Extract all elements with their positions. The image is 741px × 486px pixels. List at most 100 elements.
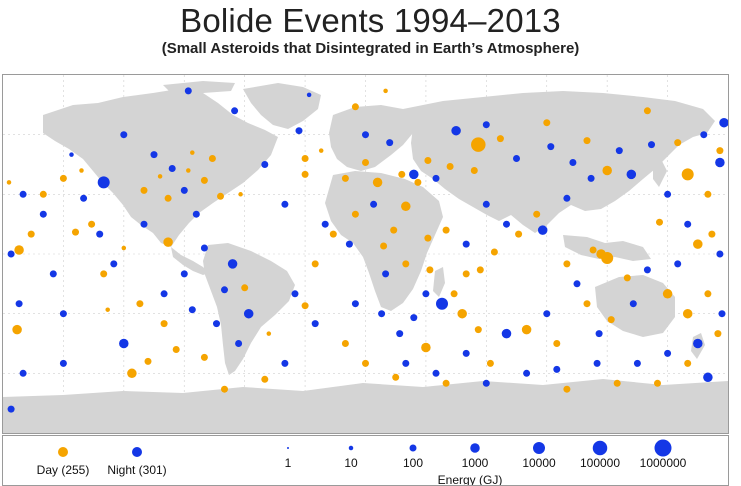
night-bolide-point (684, 220, 692, 228)
night-bolide-point (180, 186, 188, 194)
energy-size-marker (592, 440, 608, 456)
night-bolide-point (49, 270, 57, 278)
night-bolide-point (213, 320, 220, 328)
day-bolide-point (341, 340, 349, 347)
day-bolide-point (602, 165, 612, 176)
day-bolide-point (190, 150, 195, 155)
day-bolide-point (208, 155, 216, 162)
land-greenland (243, 83, 321, 129)
energy-size-legend: 1 10 100 1000 10000 100000 1000000 (285, 439, 687, 470)
day-bolide-point (362, 159, 369, 166)
land-madagascar (433, 267, 445, 297)
night-bolide-point (664, 349, 672, 357)
night-bolide-point (200, 244, 208, 252)
night-bolide-point (587, 174, 595, 182)
day-bolide-point (563, 385, 571, 393)
night-bolide-point (573, 280, 581, 288)
day-bolide-point (589, 246, 597, 254)
day-bolide-point (662, 289, 673, 299)
night-bolide-point (482, 379, 490, 387)
day-bolide-point (446, 163, 454, 170)
day-bolide-point (654, 379, 661, 387)
day-bolide-point (301, 155, 309, 162)
day-bolide-point (6, 180, 12, 185)
night-bolide-point (501, 328, 512, 339)
night-bolide-point (523, 369, 531, 377)
day-bolide-point (414, 178, 422, 186)
day-bolide-point (708, 230, 716, 238)
day-bolide-point (311, 260, 319, 268)
day-bolide-point (402, 260, 410, 268)
day-bolide-point (583, 300, 591, 308)
day-bolide-point (421, 342, 431, 353)
land-africa (325, 171, 443, 311)
night-bolide-point (180, 270, 188, 278)
night-bolide-point (140, 220, 148, 228)
day-bolide-point (392, 373, 400, 381)
day-bolide-point (238, 192, 243, 197)
night-bolide-point (150, 151, 158, 159)
energy-tick-label: 1 (285, 456, 292, 470)
day-bolide-point (121, 245, 127, 251)
night-bolide-point (386, 139, 394, 147)
day-bolide-point (79, 168, 84, 173)
night-bolide-point (321, 220, 329, 228)
day-bolide-point (221, 385, 228, 393)
day-bolide-point (318, 148, 324, 153)
day-bolide-point (490, 248, 498, 256)
night-bolide-point (396, 330, 404, 338)
night-bolide-point (261, 161, 269, 168)
day-bolide-point (140, 186, 148, 194)
day-bolide-point (217, 192, 224, 200)
night-bolide-point (184, 87, 192, 95)
day-bolide-point (398, 170, 406, 178)
day-bolide-point (583, 137, 591, 145)
energy-size-marker (470, 443, 480, 453)
night-bolide-point (593, 359, 601, 367)
night-bolide-point (19, 369, 27, 377)
day-bolide-point (401, 201, 411, 212)
energy-size-marker (533, 442, 545, 454)
night-bolide-point (422, 290, 430, 298)
night-bolide-point (715, 157, 725, 168)
page-subtitle: (Small Asteroids that Disintegrated in E… (161, 40, 580, 57)
night-bolide-point (97, 176, 110, 189)
land-japan (653, 159, 667, 187)
energy-tick-label: 100 (403, 456, 423, 470)
day-bolide-point (186, 168, 191, 173)
night-bolide-point (626, 169, 637, 180)
day-bolide-point (474, 326, 482, 334)
night-bolide-point (716, 250, 724, 258)
day-bolide-point (486, 359, 494, 367)
night-bolide-point (188, 306, 196, 314)
night-bolide-point (409, 169, 419, 180)
day-bolide-point (241, 284, 249, 292)
night-bolide-point (432, 174, 440, 182)
world-map (2, 74, 729, 434)
day-bolide-point (462, 270, 470, 278)
night-bolide-point (451, 125, 461, 136)
day-bolide-point (426, 266, 434, 274)
day-bolide-point (471, 137, 486, 152)
energy-size-marker (409, 444, 417, 452)
night-bolide-point (569, 159, 577, 166)
night-bolide-point (19, 190, 27, 198)
night-bolide-point (462, 240, 470, 248)
night-bolide-point (306, 92, 312, 98)
day-bolide-point (59, 174, 67, 182)
day-bolide-point (623, 274, 631, 282)
energy-size-marker (654, 439, 672, 457)
day-bolide-point (596, 249, 606, 259)
night-bolide-point (362, 131, 369, 139)
day-bolide-point (656, 218, 663, 226)
night-bolide-point (243, 308, 254, 319)
day-bolide-point (682, 308, 693, 319)
night-bolide-point (462, 349, 470, 357)
night-bolide-point (633, 359, 641, 367)
energy-axis-title: Energy (GJ) (438, 473, 503, 485)
land-north-america (43, 89, 278, 247)
day-bolide-point (716, 147, 724, 155)
day-bolide-point (12, 324, 22, 335)
night-bolide-point (221, 286, 228, 294)
page-title: Bolide Events 1994–2013 (180, 2, 561, 39)
